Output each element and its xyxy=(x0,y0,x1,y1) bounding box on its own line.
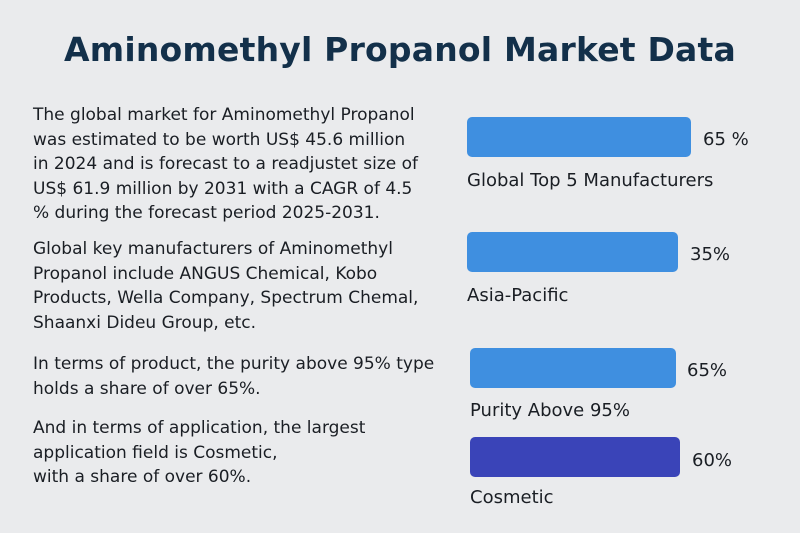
bar-category-label: Purity Above 95% xyxy=(470,400,630,421)
bar-value-label: 65% xyxy=(687,360,728,381)
bar-value-label: 35% xyxy=(690,244,731,265)
application-paragraph: And in terms of application, the largest… xyxy=(33,418,366,487)
bar-global-top-5-manufacturers xyxy=(467,117,691,157)
page-title: Aminomethyl Propanol Market Data xyxy=(64,30,736,69)
bar-category-label: Cosmetic xyxy=(470,487,554,508)
bar-cosmetic xyxy=(470,437,680,477)
market-size-paragraph: The global market for Aminomethyl Propan… xyxy=(33,105,418,223)
bar-value-label: 60% xyxy=(692,450,733,471)
bar-value-label: 65 % xyxy=(703,129,749,150)
product-paragraph: In terms of product, the purity above 95… xyxy=(33,354,435,399)
bar-purity-above-95 xyxy=(470,348,676,388)
bar-category-label: Global Top 5 Manufacturers xyxy=(467,170,714,191)
bar-category-label: Asia-Pacific xyxy=(467,285,569,306)
manufacturers-paragraph: Global key manufacturers of Aminomethyl … xyxy=(33,239,419,333)
bar-asia-pacific xyxy=(467,232,678,272)
